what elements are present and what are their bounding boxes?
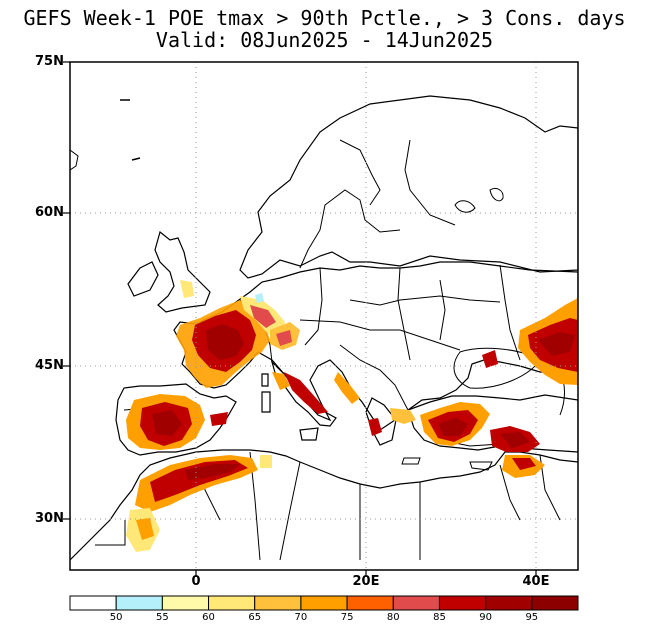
lat-label-60n: 60N <box>35 205 64 220</box>
colorbar-swatch <box>346 595 394 611</box>
colorbar-swatch <box>531 595 579 611</box>
colorbar-swatch <box>161 595 210 611</box>
lon-label-0: 0 <box>191 574 201 589</box>
lat-label-30n: 30N <box>35 511 64 526</box>
british-isles-coastline <box>154 230 211 313</box>
axis-ticks <box>63 61 537 577</box>
colorbar-label: 90 <box>479 612 492 623</box>
colorbar-label: 50 <box>109 612 123 623</box>
europe-mainland-coastline <box>173 261 578 431</box>
colorbar-swatch <box>254 595 302 611</box>
colorbar-swatch <box>392 595 440 611</box>
colorbar-label: 80 <box>386 612 400 623</box>
lat-label-45n: 45N <box>35 358 64 373</box>
map-title: GEFS Week-1 POE tmax > 90th Pctle., > 3 … <box>23 6 626 30</box>
colorbar-swatch <box>69 595 117 611</box>
colorbar-label: 65 <box>248 612 262 623</box>
lon-label-40e: 40E <box>522 574 550 589</box>
north-africa-coastline <box>70 449 578 561</box>
colorbar-label: 60 <box>202 612 215 623</box>
lat-label-75n: 75N <box>35 54 64 69</box>
colorbar-label: 70 <box>294 612 308 623</box>
colorbar-swatch <box>208 595 256 611</box>
colorbar-label: 85 <box>433 612 446 623</box>
colorbar-swatch <box>300 595 348 611</box>
land-and-probability-layer <box>70 95 578 561</box>
colorbar-swatch <box>115 595 163 611</box>
colorbar-label: 55 <box>155 612 169 623</box>
map-frame <box>69 61 579 571</box>
scandinavia-coastline <box>239 95 578 279</box>
probability-shading <box>126 280 578 552</box>
map-subtitle: Valid: 08Jun2025 - 14Jun2025 <box>155 28 494 52</box>
colorbar-swatch <box>485 595 533 611</box>
colorbar <box>69 595 579 611</box>
iberia-coastline <box>115 383 237 456</box>
colorbar-swatch <box>438 595 487 611</box>
turkey-coastline <box>407 394 578 453</box>
colorbar-label: 75 <box>340 612 354 623</box>
lon-label-20e: 20E <box>352 574 380 589</box>
colorbar-label: 95 <box>525 612 539 623</box>
